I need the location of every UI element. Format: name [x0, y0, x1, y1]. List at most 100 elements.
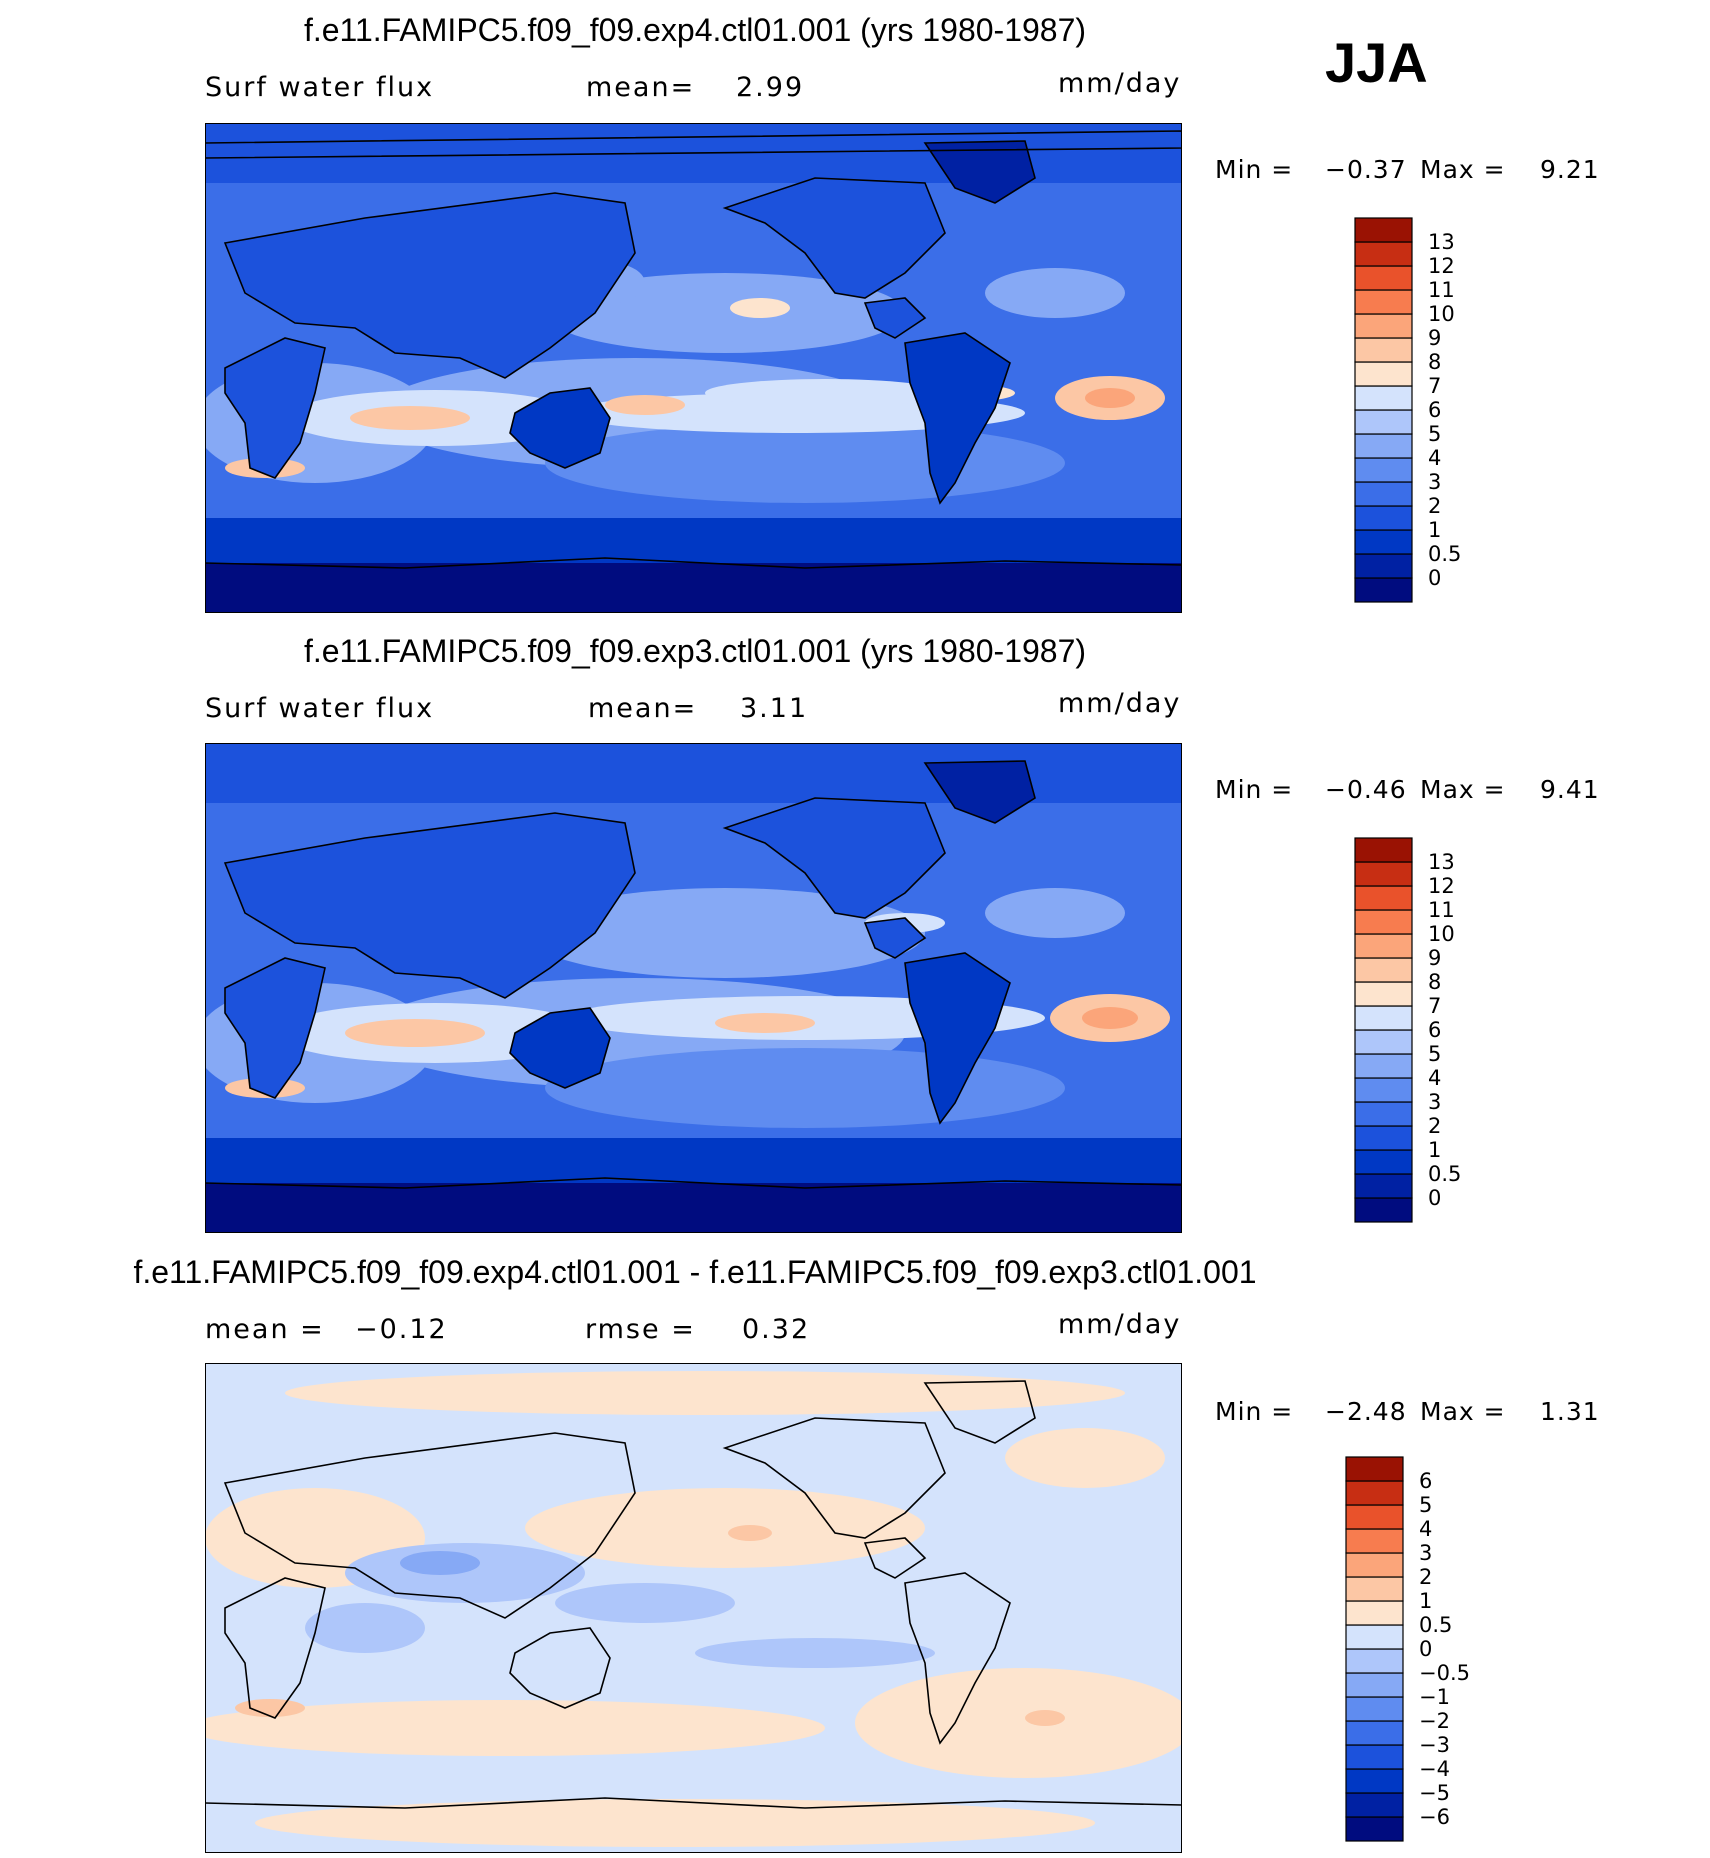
colorbar-box — [1345, 1816, 1404, 1842]
panel-3-rmse-label: rmse = — [585, 1314, 696, 1345]
colorbar-tick-label: 1 — [1428, 1138, 1441, 1162]
colorbar-tick-label: 10 — [1428, 302, 1455, 326]
colorbar-box — [1345, 1696, 1404, 1722]
colorbar-box — [1345, 1480, 1404, 1506]
colorbar-tick-label: −1 — [1419, 1685, 1450, 1709]
colorbar-tick-label: 13 — [1428, 850, 1455, 874]
panel-2-mean-label: mean= — [588, 693, 698, 724]
colorbar-box — [1345, 1624, 1404, 1650]
colorbar-tick-label: 5 — [1428, 1042, 1441, 1066]
panel-1-min-label: Min = — [1215, 155, 1294, 184]
panel-2-variable-label: Surf water flux — [205, 693, 435, 724]
colorbar-tick-label: 7 — [1428, 994, 1441, 1018]
colorbar-box — [1345, 1552, 1404, 1578]
panel-2-min-label: Min = — [1215, 775, 1294, 804]
colorbar-tick-label: 4 — [1428, 1066, 1441, 1090]
colorbar-tick-label: 6 — [1419, 1469, 1432, 1493]
colorbar-box — [1354, 1077, 1413, 1103]
panel-2-units: mm/day — [1058, 688, 1182, 719]
colorbar-tick-label: 4 — [1428, 446, 1441, 470]
colorbar-box — [1354, 837, 1413, 863]
colorbar-tick-label: 11 — [1428, 278, 1455, 302]
panel-3-max-value: 1.31 — [1540, 1397, 1600, 1426]
colorbar-tick-label: 9 — [1428, 326, 1441, 350]
colorbar-box — [1354, 217, 1413, 243]
colorbar-box — [1354, 1125, 1413, 1151]
colorbar-tick-label: 0 — [1428, 1186, 1441, 1210]
colorbar-box — [1354, 1101, 1413, 1127]
colorbar-tick-label: 2 — [1419, 1565, 1432, 1589]
colorbar-box — [1354, 577, 1413, 603]
panel-3-mean-value: −0.12 — [355, 1314, 448, 1345]
colorbar-tick-label: 0.5 — [1428, 1162, 1461, 1186]
colorbar-box — [1345, 1672, 1404, 1698]
colorbar-tick-label: 3 — [1419, 1541, 1432, 1565]
colorbar-tick-label: 1 — [1419, 1589, 1432, 1613]
panel-3-title: f.e11.FAMIPC5.f09_f09.exp4.ctl01.001 - f… — [133, 1254, 1257, 1290]
colorbar-box — [1354, 337, 1413, 363]
colorbar-box — [1345, 1720, 1404, 1746]
colorbar-box — [1354, 981, 1413, 1007]
colorbar-tick-label: 3 — [1428, 1090, 1441, 1114]
panel-1-mean-value: 2.99 — [736, 72, 805, 103]
colorbar-tick-label: 1 — [1428, 518, 1441, 542]
colorbar-box — [1354, 1053, 1413, 1079]
colorbar-tick-label: 0 — [1428, 566, 1441, 590]
colorbar-tick-label: 8 — [1428, 970, 1441, 994]
colorbar-tick-label: 0.5 — [1428, 542, 1461, 566]
colorbar-tick-label: 9 — [1428, 946, 1441, 970]
colorbar-box — [1345, 1768, 1404, 1794]
colorbar-tick-label: 11 — [1428, 898, 1455, 922]
colorbar-tick-label: −6 — [1419, 1805, 1450, 1829]
colorbar-box — [1345, 1576, 1404, 1602]
colorbar-box — [1354, 529, 1413, 555]
panel-1-title: f.e11.FAMIPC5.f09_f09.exp4.ctl01.001 (yr… — [303, 12, 1087, 48]
colorbar-tick-label: 5 — [1428, 422, 1441, 446]
panel-1-max-value: 9.21 — [1540, 155, 1600, 184]
panel-1-units: mm/day — [1058, 68, 1182, 99]
panel-2-max-label: Max = — [1420, 775, 1506, 804]
colorbar-box — [1354, 885, 1413, 911]
panel-2-mean-value: 3.11 — [740, 693, 809, 724]
colorbar-tick-label: 6 — [1428, 398, 1441, 422]
colorbar-box — [1345, 1600, 1404, 1626]
colorbar-box — [1345, 1792, 1404, 1818]
colorbar-box — [1354, 1149, 1413, 1175]
colorbar-tick-label: 12 — [1428, 874, 1455, 898]
colorbar-box — [1345, 1456, 1404, 1482]
colorbar-tick-label: 13 — [1428, 230, 1455, 254]
colorbar-box — [1354, 861, 1413, 887]
panel-1-mean-label: mean= — [586, 72, 696, 103]
panel-3-mean-label: mean = — [205, 1314, 325, 1345]
colorbar-box — [1354, 1005, 1413, 1031]
panel-3-rmse-value: 0.32 — [742, 1314, 811, 1345]
colorbar-box — [1354, 385, 1413, 411]
panel-2-min-value: −0.46 — [1325, 775, 1407, 804]
colorbar-tick-label: 7 — [1428, 374, 1441, 398]
colorbar-box — [1354, 265, 1413, 291]
colorbar-box — [1354, 909, 1413, 935]
colorbar-box — [1354, 361, 1413, 387]
panel-1-min-value: −0.37 — [1325, 155, 1407, 184]
colorbar-tick-label: 2 — [1428, 494, 1441, 518]
panel-3-units: mm/day — [1058, 1309, 1182, 1340]
colorbar-tick-label: −2 — [1419, 1709, 1450, 1733]
panel-1-max-label: Max = — [1420, 155, 1506, 184]
colorbar-box — [1354, 409, 1413, 435]
colorbar-tick-label: 3 — [1428, 470, 1441, 494]
colorbar-box — [1354, 313, 1413, 339]
colorbar-box — [1354, 505, 1413, 531]
panel-2-map — [205, 743, 1182, 1233]
colorbar-tick-label: 8 — [1428, 350, 1441, 374]
colorbar-box — [1354, 457, 1413, 483]
panel-3-min-label: Min = — [1215, 1397, 1294, 1426]
colorbar-box — [1354, 1173, 1413, 1199]
colorbar-tick-label: −4 — [1419, 1757, 1450, 1781]
panel-3-max-label: Max = — [1420, 1397, 1506, 1426]
colorbar-tick-label: 12 — [1428, 254, 1455, 278]
colorbar-tick-label: 0.5 — [1419, 1613, 1452, 1637]
colorbar-tick-label: −0.5 — [1419, 1661, 1470, 1685]
colorbar-tick-label: 6 — [1428, 1018, 1441, 1042]
